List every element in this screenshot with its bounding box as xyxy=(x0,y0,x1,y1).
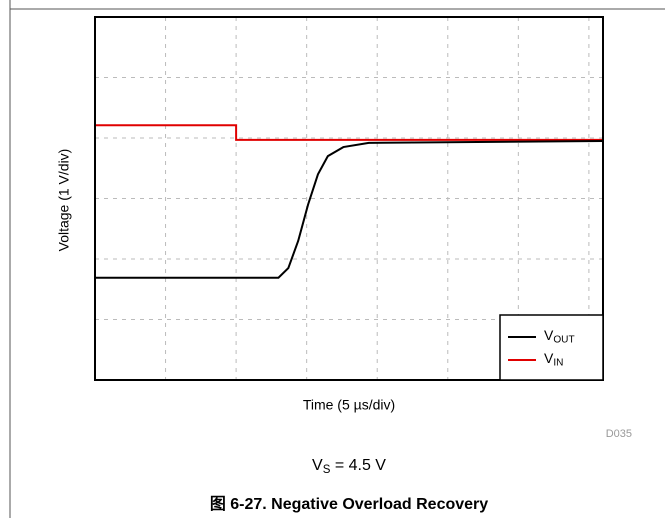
legend-label: VOUT xyxy=(544,327,575,345)
legend-label: VIN xyxy=(544,350,563,368)
x-axis-label: Time (5 µs/div) xyxy=(303,397,395,413)
caption: 图 6-27. Negative Overload Recovery xyxy=(210,495,488,513)
line-series xyxy=(95,140,604,279)
condition-note: VS = 4.5 V xyxy=(312,457,386,476)
plot-frame xyxy=(94,16,604,381)
y-axis-label: Voltage (1 V/div) xyxy=(56,149,72,252)
line-series xyxy=(95,124,603,141)
legend-box xyxy=(499,314,604,381)
figure-id: D035 xyxy=(606,428,632,440)
